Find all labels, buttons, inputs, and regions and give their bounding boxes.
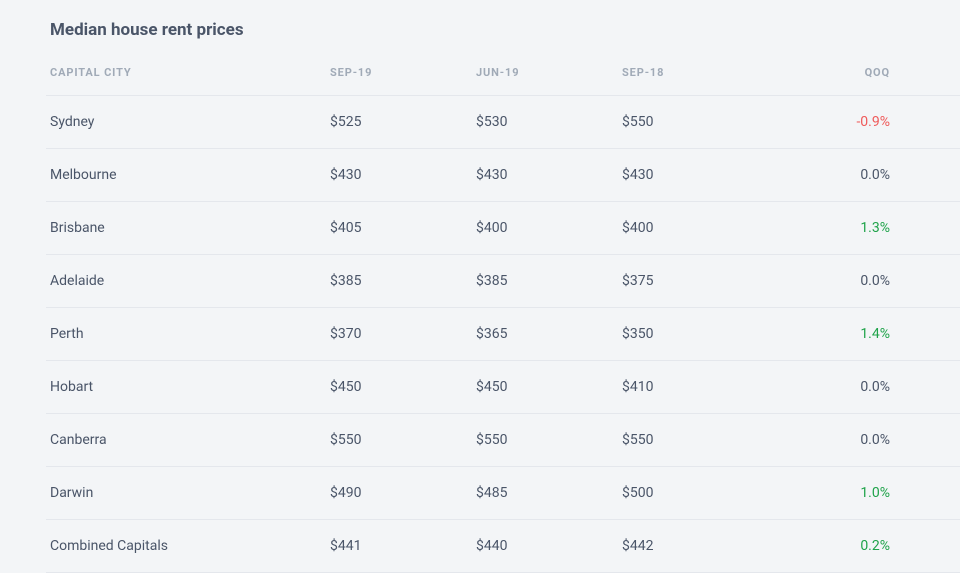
cell-city: Adelaide bbox=[46, 255, 326, 308]
cell-sep19: $405 bbox=[326, 202, 472, 255]
cell-jun19: $430 bbox=[472, 149, 618, 202]
rent-table: CAPITAL CITY SEP-19 JUN-19 SEP-18 QOQ YO… bbox=[46, 66, 960, 573]
col-header-yoy: YOY bbox=[894, 66, 960, 96]
cell-yoy: 5.7% bbox=[894, 308, 960, 361]
table-row: Combined Capitals$441$440$4420.2%0.2% bbox=[46, 520, 960, 573]
cell-qoq: 1.3% bbox=[764, 202, 894, 255]
col-header-sep18: SEP-18 bbox=[618, 66, 764, 96]
cell-sep18: $400 bbox=[618, 202, 764, 255]
cell-qoq: 0.0% bbox=[764, 149, 894, 202]
cell-sep19: $370 bbox=[326, 308, 472, 361]
cell-city: Melbourne bbox=[46, 149, 326, 202]
cell-city: Brisbane bbox=[46, 202, 326, 255]
card-title: Median house rent prices bbox=[46, 20, 914, 40]
cell-sep19: $441 bbox=[326, 520, 472, 573]
cell-jun19: $400 bbox=[472, 202, 618, 255]
cell-sep18: $410 bbox=[618, 361, 764, 414]
cell-yoy: 0.2% bbox=[894, 520, 960, 573]
cell-qoq: 1.0% bbox=[764, 467, 894, 520]
cell-yoy: 0.0% bbox=[894, 149, 960, 202]
cell-qoq: 0.0% bbox=[764, 361, 894, 414]
col-header-qoq: QOQ bbox=[764, 66, 894, 96]
table-row: Melbourne$430$430$4300.0%0.0% bbox=[46, 149, 960, 202]
rent-table-card: Median house rent prices CAPITAL CITY SE… bbox=[0, 20, 960, 573]
cell-city: Darwin bbox=[46, 467, 326, 520]
cell-jun19: $365 bbox=[472, 308, 618, 361]
cell-sep18: $350 bbox=[618, 308, 764, 361]
cell-qoq: 0.0% bbox=[764, 255, 894, 308]
col-header-city: CAPITAL CITY bbox=[46, 66, 326, 96]
cell-city: Canberra bbox=[46, 414, 326, 467]
cell-jun19: $530 bbox=[472, 96, 618, 149]
cell-city: Combined Capitals bbox=[46, 520, 326, 573]
table-row: Adelaide$385$385$3750.0%2.7% bbox=[46, 255, 960, 308]
cell-sep18: $430 bbox=[618, 149, 764, 202]
cell-sep19: $450 bbox=[326, 361, 472, 414]
cell-yoy: 1.3% bbox=[894, 202, 960, 255]
cell-sep19: $385 bbox=[326, 255, 472, 308]
cell-qoq: 1.4% bbox=[764, 308, 894, 361]
cell-sep19: $430 bbox=[326, 149, 472, 202]
cell-sep19: $550 bbox=[326, 414, 472, 467]
table-row: Hobart$450$450$4100.0%9.8% bbox=[46, 361, 960, 414]
cell-yoy: -4.5% bbox=[894, 96, 960, 149]
cell-sep19: $490 bbox=[326, 467, 472, 520]
col-header-jun19: JUN-19 bbox=[472, 66, 618, 96]
cell-qoq: 0.2% bbox=[764, 520, 894, 573]
cell-yoy: 2.7% bbox=[894, 255, 960, 308]
cell-sep18: $550 bbox=[618, 414, 764, 467]
table-row: Brisbane$405$400$4001.3%1.3% bbox=[46, 202, 960, 255]
cell-qoq: -0.9% bbox=[764, 96, 894, 149]
table-row: Canberra$550$550$5500.0%0.0% bbox=[46, 414, 960, 467]
cell-yoy: 9.8% bbox=[894, 361, 960, 414]
cell-yoy: 0.0% bbox=[894, 414, 960, 467]
cell-sep18: $442 bbox=[618, 520, 764, 573]
table-row: Sydney$525$530$550-0.9%-4.5% bbox=[46, 96, 960, 149]
table-row: Darwin$490$485$5001.0%-2.0% bbox=[46, 467, 960, 520]
cell-jun19: $440 bbox=[472, 520, 618, 573]
cell-city: Perth bbox=[46, 308, 326, 361]
cell-qoq: 0.0% bbox=[764, 414, 894, 467]
cell-sep18: $375 bbox=[618, 255, 764, 308]
cell-jun19: $450 bbox=[472, 361, 618, 414]
cell-sep18: $500 bbox=[618, 467, 764, 520]
table-row: Perth$370$365$3501.4%5.7% bbox=[46, 308, 960, 361]
col-header-sep19: SEP-19 bbox=[326, 66, 472, 96]
cell-jun19: $485 bbox=[472, 467, 618, 520]
cell-city: Sydney bbox=[46, 96, 326, 149]
cell-sep18: $550 bbox=[618, 96, 764, 149]
cell-yoy: -2.0% bbox=[894, 467, 960, 520]
cell-sep19: $525 bbox=[326, 96, 472, 149]
table-header-row: CAPITAL CITY SEP-19 JUN-19 SEP-18 QOQ YO… bbox=[46, 66, 960, 96]
cell-city: Hobart bbox=[46, 361, 326, 414]
cell-jun19: $385 bbox=[472, 255, 618, 308]
cell-jun19: $550 bbox=[472, 414, 618, 467]
